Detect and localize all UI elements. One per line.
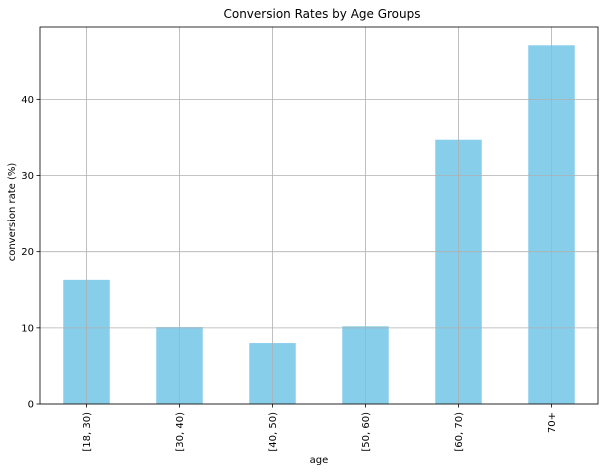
x-tick-label: [30, 40) — [175, 412, 186, 452]
x-tick-label: [40, 50) — [268, 412, 279, 452]
chart-title: Conversion Rates by Age Groups — [223, 7, 420, 21]
y-tick-label: 40 — [21, 95, 34, 106]
plot-frame — [39, 26, 599, 405]
x-tick-label: [50, 60) — [361, 412, 372, 452]
x-tick-label: [18, 30) — [82, 412, 93, 452]
tick-labels: 0 10 20 30 40 [18, 30) [30, 40) [40, 50) [50, 60… — [21, 95, 558, 452]
axes — [36, 26, 599, 408]
y-tick-label: 20 — [21, 247, 34, 258]
y-tick-label: 0 — [28, 400, 34, 411]
y-axis-label: conversion rate (%) — [7, 163, 18, 262]
x-tick-label: [60, 70) — [454, 412, 465, 452]
x-axis-label: age — [310, 455, 329, 466]
grid-lines — [40, 27, 598, 405]
x-tick-label: 70+ — [547, 412, 558, 433]
y-tick-label: 10 — [21, 323, 34, 334]
y-tick-label: 30 — [21, 171, 34, 182]
